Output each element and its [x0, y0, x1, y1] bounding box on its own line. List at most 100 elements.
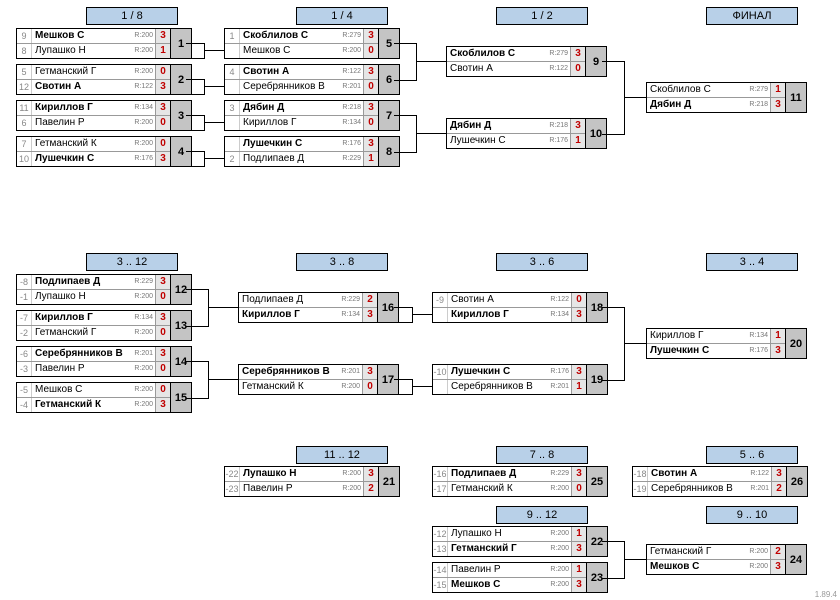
player-name: Свотин А	[240, 65, 335, 79]
seed: 4	[225, 65, 240, 79]
seed: -22	[225, 467, 240, 481]
player-name: Серебрянников В	[648, 482, 743, 496]
match-row: Кириллов ГR:1340	[225, 115, 378, 130]
match-5: 1Скоблилов СR:2793Мешков СR:20005	[224, 28, 400, 59]
player-name: Дябин Д	[240, 101, 335, 115]
player-name: Свотин А	[448, 293, 543, 307]
player-score: 0	[155, 362, 170, 376]
match-row: Гетманский ГR:2002	[647, 545, 785, 559]
match-row: -14Павелин РR:2001	[433, 563, 586, 577]
player-name: Гетманский К	[32, 398, 127, 412]
seed: -23	[225, 482, 240, 496]
player-score: 0	[363, 116, 378, 130]
match-9: Скоблилов СR:2793Свотин АR:12209	[446, 46, 607, 77]
match-row: -16Подлипаев ДR:2293	[433, 467, 586, 481]
player-rating: R:134	[334, 308, 362, 322]
match-17: Серебрянников ВR:2013Гетманский КR:20001…	[238, 364, 399, 395]
seed: 10	[17, 152, 32, 166]
match-7: 3Дябин ДR:2183Кириллов ГR:13407	[224, 100, 400, 131]
match-6: 4Свотин АR:1223Серебрянников ВR:20106	[224, 64, 400, 95]
player-score: 1	[571, 527, 586, 541]
connector	[186, 151, 205, 167]
match-row: -6Серебрянников ВR:2013	[17, 347, 170, 361]
player-rating: R:200	[543, 482, 571, 496]
player-score: 2	[771, 482, 786, 496]
match-row: Лушечкин СR:1763	[225, 137, 378, 151]
player-score: 0	[155, 65, 170, 79]
player-rating: R:134	[335, 116, 363, 130]
player-rating: R:201	[127, 347, 155, 361]
seed: -3	[17, 362, 32, 376]
player-score: 3	[155, 152, 170, 166]
player-score: 3	[155, 275, 170, 289]
match-3: 11Кириллов ГR:13436Павелин РR:20003	[16, 100, 192, 131]
player-score: 0	[363, 44, 378, 58]
connector	[186, 289, 209, 327]
connector-line	[416, 133, 446, 134]
match-25: -16Подлипаев ДR:2293-17Гетманский КR:200…	[432, 466, 608, 497]
player-rating: R:200	[334, 380, 362, 394]
match-2: 5Гетманский ГR:200012Свотин АR:12232	[16, 64, 192, 95]
player-rating: R:200	[127, 65, 155, 79]
match-row: Лушечкин СR:1761	[447, 133, 585, 148]
seed: -4	[17, 398, 32, 412]
seed: -5	[17, 383, 32, 397]
player-name: Свотин А	[648, 467, 743, 481]
match-row: 2Подлипаев ДR:2291	[225, 151, 378, 166]
seed	[225, 137, 240, 151]
player-rating: R:200	[127, 290, 155, 304]
round-header: 3 .. 8	[296, 253, 388, 271]
player-rating: R:134	[127, 311, 155, 325]
match-15: -5Мешков СR:2000-4Гетманский КR:200315	[16, 382, 192, 413]
match-row: Скоблилов СR:2793	[447, 47, 585, 61]
player-rating: R:200	[127, 137, 155, 151]
player-rating: R:200	[127, 29, 155, 43]
player-rating: R:229	[334, 293, 362, 307]
match-row: Свотин АR:1220	[447, 61, 585, 76]
player-rating: R:200	[127, 44, 155, 58]
round-header: 9 .. 10	[706, 506, 798, 524]
player-name: Кириллов Г	[32, 311, 127, 325]
player-rating: R:200	[742, 560, 770, 574]
seed: -12	[433, 527, 448, 541]
player-score: 3	[771, 467, 786, 481]
match-row: -15Мешков СR:2003	[433, 577, 586, 592]
player-rating: R:200	[543, 578, 571, 592]
seed: 1	[225, 29, 240, 43]
player-name: Кириллов Г	[448, 308, 543, 322]
connector	[186, 43, 205, 59]
player-score: 3	[571, 578, 586, 592]
player-name: Серебрянников В	[32, 347, 127, 361]
player-name: Серебрянников В	[448, 380, 543, 394]
connector	[186, 79, 205, 95]
player-score: 3	[362, 365, 377, 379]
seed: -13	[433, 542, 448, 556]
player-rating: R:200	[127, 362, 155, 376]
player-rating: R:279	[742, 83, 770, 97]
player-score: 3	[363, 65, 378, 79]
match-row: 6Павелин РR:2000	[17, 115, 170, 130]
player-name: Кириллов Г	[239, 308, 334, 322]
player-name: Павелин Р	[32, 116, 127, 130]
seed	[225, 80, 240, 94]
player-name: Серебрянников В	[239, 365, 334, 379]
match-row: 1Скоблилов СR:2793	[225, 29, 378, 43]
player-name: Лупашко Н	[448, 527, 543, 541]
player-score: 3	[362, 308, 377, 322]
player-rating: R:176	[127, 152, 155, 166]
player-score: 1	[770, 329, 785, 343]
match-row: Дябин ДR:2183	[447, 119, 585, 133]
player-score: 0	[155, 326, 170, 340]
player-rating: R:176	[742, 344, 770, 358]
player-name: Мешков С	[647, 560, 742, 574]
player-rating: R:229	[543, 467, 571, 481]
player-score: 3	[155, 311, 170, 325]
round-header: ФИНАЛ	[706, 7, 798, 25]
player-rating: R:229	[127, 275, 155, 289]
player-rating: R:134	[742, 329, 770, 343]
round-header: 1 / 2	[496, 7, 588, 25]
match-row: 5Гетманский ГR:2000	[17, 65, 170, 79]
match-row: Серебрянников ВR:2010	[225, 79, 378, 94]
seed: 8	[17, 44, 32, 58]
player-name: Гетманский К	[448, 482, 543, 496]
